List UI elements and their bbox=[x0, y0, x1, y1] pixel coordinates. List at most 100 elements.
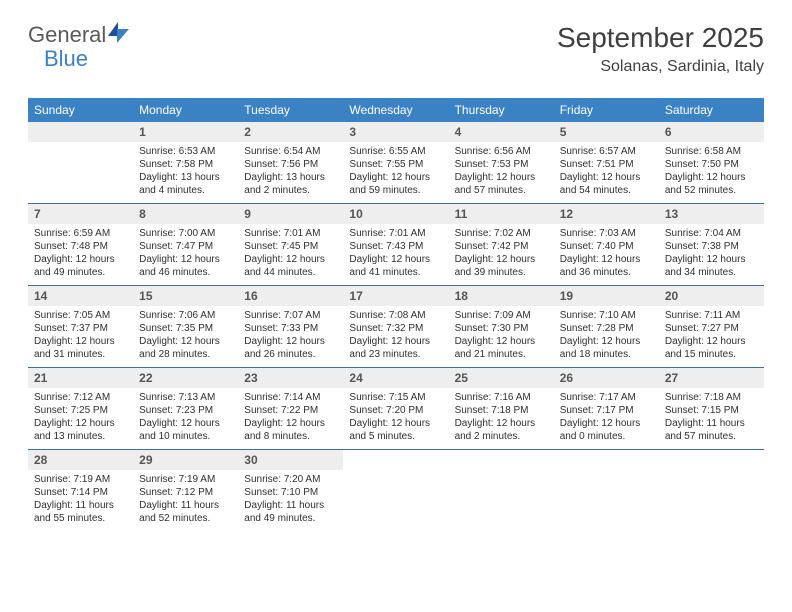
cell-body: Sunrise: 7:00 AMSunset: 7:47 PMDaylight:… bbox=[133, 224, 238, 285]
sunrise-text: Sunrise: 7:13 AM bbox=[139, 391, 232, 404]
week-row: 21Sunrise: 7:12 AMSunset: 7:25 PMDayligh… bbox=[28, 368, 764, 450]
day-number: 26 bbox=[554, 368, 659, 388]
calendar-cell: 16 Sunrise: 7:07 AMSunset: 7:33 PMDayligh… bbox=[238, 286, 343, 367]
month-title: September 2025 bbox=[557, 22, 764, 54]
sunset-text: Sunset: 7:18 PM bbox=[455, 404, 548, 417]
cell-body: Sunrise: 7:18 AMSunset: 7:15 PMDaylight:… bbox=[659, 388, 764, 449]
daylight-text: Daylight: 12 hours and 31 minutes. bbox=[34, 335, 127, 361]
header: September 2025 Solanas, Sardinia, Italy bbox=[557, 22, 764, 76]
sunrise-text: Sunrise: 7:05 AM bbox=[34, 309, 127, 322]
logo-text-general: General bbox=[28, 22, 106, 48]
sunrise-text: Sunrise: 7:11 AM bbox=[665, 309, 758, 322]
day-number: 11 bbox=[449, 204, 554, 224]
day-header-fri: Friday bbox=[554, 98, 659, 122]
sunset-text: Sunset: 7:53 PM bbox=[455, 158, 548, 171]
calendar-cell: 30Sunrise: 7:20 AMSunset: 7:10 PMDayligh… bbox=[238, 450, 343, 531]
calendar-cell: 21Sunrise: 7:12 AMSunset: 7:25 PMDayligh… bbox=[28, 368, 133, 449]
calendar-cell: 12 Sunrise: 7:03 AMSunset: 7:40 PMDayligh… bbox=[554, 204, 659, 285]
daylight-text: Daylight: 12 hours and 15 minutes. bbox=[665, 335, 758, 361]
sunset-text: Sunset: 7:51 PM bbox=[560, 158, 653, 171]
cell-body: Sunrise: 7:01 AMSunset: 7:45 PMDaylight:… bbox=[238, 224, 343, 285]
cell-body: Sunrise: 6:55 AMSunset: 7:55 PMDaylight:… bbox=[343, 142, 448, 203]
sunset-text: Sunset: 7:17 PM bbox=[560, 404, 653, 417]
calendar-cell: 26Sunrise: 7:17 AMSunset: 7:17 PMDayligh… bbox=[554, 368, 659, 449]
logo-text-blue: Blue bbox=[44, 46, 88, 71]
cell-body: Sunrise: 7:13 AMSunset: 7:23 PMDaylight:… bbox=[133, 388, 238, 449]
day-number: 12 bbox=[554, 204, 659, 224]
cell-body: Sunrise: 7:19 AMSunset: 7:14 PMDaylight:… bbox=[28, 470, 133, 531]
cell-body: Sunrise: 7:05 AMSunset: 7:37 PMDaylight:… bbox=[28, 306, 133, 367]
daylight-text: Daylight: 12 hours and 18 minutes. bbox=[560, 335, 653, 361]
calendar-cell: 8Sunrise: 7:00 AMSunset: 7:47 PMDaylight… bbox=[133, 204, 238, 285]
daylight-text: Daylight: 11 hours and 55 minutes. bbox=[34, 499, 127, 525]
sunrise-text: Sunrise: 7:16 AM bbox=[455, 391, 548, 404]
daylight-text: Daylight: 12 hours and 10 minutes. bbox=[139, 417, 232, 443]
daylight-text: Daylight: 12 hours and 41 minutes. bbox=[349, 253, 442, 279]
day-number: 7 bbox=[28, 204, 133, 224]
day-number: 30 bbox=[238, 450, 343, 470]
daylight-text: Daylight: 11 hours and 49 minutes. bbox=[244, 499, 337, 525]
day-number: 16 bbox=[238, 286, 343, 306]
day-number: 22 bbox=[133, 368, 238, 388]
day-number: 15 bbox=[133, 286, 238, 306]
sunset-text: Sunset: 7:14 PM bbox=[34, 486, 127, 499]
cell-body: Sunrise: 7:02 AMSunset: 7:42 PMDaylight:… bbox=[449, 224, 554, 285]
cell-body: Sunrise: 7:01 AMSunset: 7:43 PMDaylight:… bbox=[343, 224, 448, 285]
daylight-text: Daylight: 12 hours and 59 minutes. bbox=[349, 171, 442, 197]
sunset-text: Sunset: 7:55 PM bbox=[349, 158, 442, 171]
sunset-text: Sunset: 7:25 PM bbox=[34, 404, 127, 417]
cell-body: Sunrise: 7:20 AMSunset: 7:10 PMDaylight:… bbox=[238, 470, 343, 531]
sunset-text: Sunset: 7:15 PM bbox=[665, 404, 758, 417]
sunrise-text: Sunrise: 7:06 AM bbox=[139, 309, 232, 322]
sunset-text: Sunset: 7:58 PM bbox=[139, 158, 232, 171]
calendar-cell bbox=[28, 122, 133, 203]
daylight-text: Daylight: 12 hours and 21 minutes. bbox=[455, 335, 548, 361]
calendar-cell: 18Sunrise: 7:09 AMSunset: 7:30 PMDayligh… bbox=[449, 286, 554, 367]
day-number: 4 bbox=[449, 122, 554, 142]
calendar-cell: 10Sunrise: 7:01 AMSunset: 7:43 PMDayligh… bbox=[343, 204, 448, 285]
daylight-text: Daylight: 12 hours and 36 minutes. bbox=[560, 253, 653, 279]
sunrise-text: Sunrise: 7:03 AM bbox=[560, 227, 653, 240]
logo-sub: Blue bbox=[44, 46, 88, 72]
calendar-cell: 2Sunrise: 6:54 AMSunset: 7:56 PMDaylight… bbox=[238, 122, 343, 203]
calendar-cell: 14Sunrise: 7:05 AMSunset: 7:37 PMDayligh… bbox=[28, 286, 133, 367]
calendar-cell bbox=[343, 450, 448, 531]
daylight-text: Daylight: 12 hours and 23 minutes. bbox=[349, 335, 442, 361]
sunrise-text: Sunrise: 7:07 AM bbox=[244, 309, 337, 322]
sunrise-text: Sunrise: 7:17 AM bbox=[560, 391, 653, 404]
day-number: 10 bbox=[343, 204, 448, 224]
calendar-cell: 11Sunrise: 7:02 AMSunset: 7:42 PMDayligh… bbox=[449, 204, 554, 285]
day-number: 9 bbox=[238, 204, 343, 224]
sunset-text: Sunset: 7:23 PM bbox=[139, 404, 232, 417]
day-header-thu: Thursday bbox=[449, 98, 554, 122]
sunset-text: Sunset: 7:45 PM bbox=[244, 240, 337, 253]
daylight-text: Daylight: 12 hours and 44 minutes. bbox=[244, 253, 337, 279]
sunrise-text: Sunrise: 6:53 AM bbox=[139, 145, 232, 158]
sunset-text: Sunset: 7:33 PM bbox=[244, 322, 337, 335]
cell-body: Sunrise: 6:58 AMSunset: 7:50 PMDaylight:… bbox=[659, 142, 764, 203]
calendar-cell: 6Sunrise: 6:58 AMSunset: 7:50 PMDaylight… bbox=[659, 122, 764, 203]
cell-body: Sunrise: 7:19 AMSunset: 7:12 PMDaylight:… bbox=[133, 470, 238, 531]
day-number: 20 bbox=[659, 286, 764, 306]
daylight-text: Daylight: 11 hours and 52 minutes. bbox=[139, 499, 232, 525]
day-number bbox=[28, 122, 133, 142]
sunrise-text: Sunrise: 7:09 AM bbox=[455, 309, 548, 322]
sunrise-text: Sunrise: 7:00 AM bbox=[139, 227, 232, 240]
calendar-cell: 3Sunrise: 6:55 AMSunset: 7:55 PMDaylight… bbox=[343, 122, 448, 203]
cell-body: Sunrise: 6:53 AMSunset: 7:58 PMDaylight:… bbox=[133, 142, 238, 203]
cell-body: Sunrise: 7:15 AMSunset: 7:20 PMDaylight:… bbox=[343, 388, 448, 449]
sunset-text: Sunset: 7:48 PM bbox=[34, 240, 127, 253]
day-number: 18 bbox=[449, 286, 554, 306]
sunrise-text: Sunrise: 7:01 AM bbox=[349, 227, 442, 240]
day-number: 29 bbox=[133, 450, 238, 470]
sunset-text: Sunset: 7:43 PM bbox=[349, 240, 442, 253]
sunset-text: Sunset: 7:40 PM bbox=[560, 240, 653, 253]
location-text: Solanas, Sardinia, Italy bbox=[557, 58, 764, 76]
sunrise-text: Sunrise: 7:15 AM bbox=[349, 391, 442, 404]
calendar-cell: 15Sunrise: 7:06 AMSunset: 7:35 PMDayligh… bbox=[133, 286, 238, 367]
day-number: 6 bbox=[659, 122, 764, 142]
calendar-cell: 13Sunrise: 7:04 AMSunset: 7:38 PMDayligh… bbox=[659, 204, 764, 285]
day-number: 27 bbox=[659, 368, 764, 388]
daylight-text: Daylight: 12 hours and 26 minutes. bbox=[244, 335, 337, 361]
daylight-text: Daylight: 12 hours and 8 minutes. bbox=[244, 417, 337, 443]
